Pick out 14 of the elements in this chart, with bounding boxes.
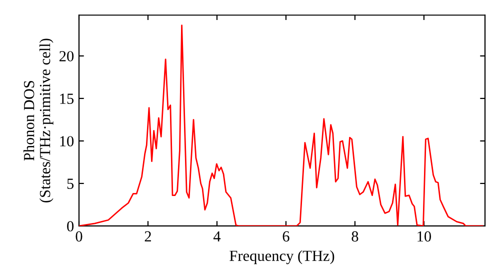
y-tick-label: 15: [60, 94, 74, 104]
line-series: [79, 24, 484, 226]
x-tick-label: 6: [282, 231, 290, 242]
y-tick-label: 20: [60, 51, 74, 62]
x-tick-label: 2: [144, 231, 151, 242]
x-tick-label: 0: [76, 231, 82, 242]
x-tick-label: 8: [352, 231, 358, 242]
x-axis-title: Frequency (THz): [230, 250, 334, 264]
x-tick-label: 4: [213, 231, 221, 242]
y-tick-label: 10: [60, 136, 74, 146]
y-tick-label: 0: [67, 221, 74, 232]
y-tick-label: 5: [67, 178, 74, 189]
y-axis-title: Phonon DOS (States/THz·primitive cell): [23, 38, 54, 202]
x-tick-label: 10: [418, 231, 431, 242]
